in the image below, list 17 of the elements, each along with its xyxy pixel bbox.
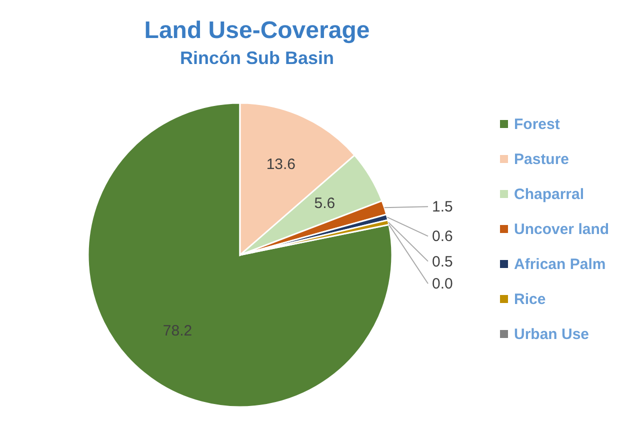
chart-title: Land Use-Coverage: [144, 17, 370, 44]
pie-slice: [87, 102, 392, 408]
legend-label: Forest: [514, 116, 560, 133]
text: 0.0: [432, 276, 453, 293]
legend-label: Rice: [514, 290, 546, 308]
data-label: 0.6: [432, 228, 453, 246]
data-label: 78.2: [162, 322, 192, 340]
legend-label: Uncover land: [514, 220, 610, 238]
legend-label: Pasture: [514, 150, 570, 168]
data-label: 13.6: [266, 156, 296, 174]
data-label: 1.5: [432, 198, 453, 216]
data-label: 0.5: [432, 253, 453, 270]
chart-subtitle: Rincón Sub Basin: [180, 48, 334, 68]
data-label: 5.6: [314, 195, 336, 212]
legend-label: Chaparral: [514, 186, 584, 203]
legend-label: African Palm: [514, 256, 606, 273]
legend-label: Urban Use: [514, 326, 590, 343]
